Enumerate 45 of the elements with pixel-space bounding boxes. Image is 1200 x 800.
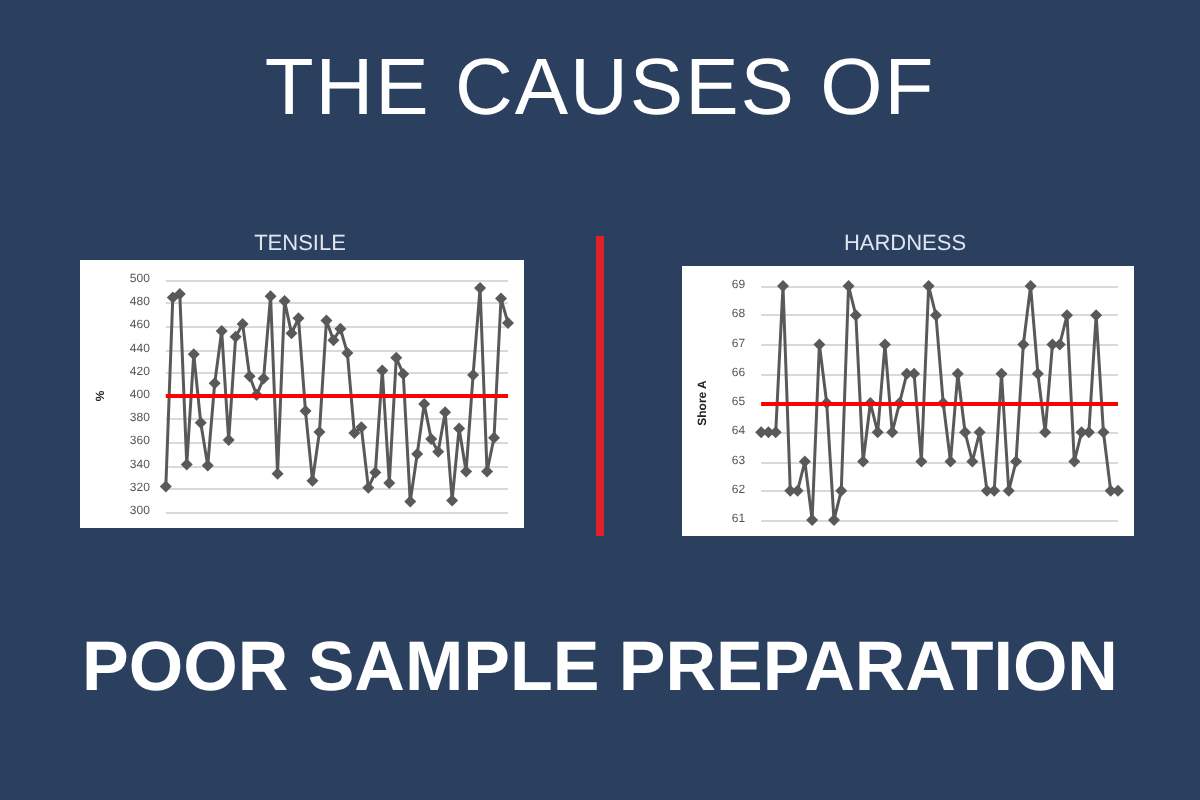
point [327,334,340,347]
point [425,432,438,445]
point [222,434,235,447]
point [229,330,242,343]
point [886,426,899,439]
point [1031,367,1044,380]
point [922,280,935,292]
point [285,327,298,340]
point [278,294,291,307]
chart-title: TENSILE [252,232,348,256]
point [777,280,789,292]
point [1017,338,1030,351]
point [871,426,884,439]
point [959,426,972,439]
chart-title: HARDNESS [841,232,969,256]
point [243,370,256,383]
point [1024,280,1037,292]
text: THE CAUSES OF [262,44,938,134]
point [383,477,396,489]
point [208,377,221,390]
point [194,416,207,429]
point [929,309,942,322]
point [159,480,172,493]
point [806,514,819,526]
point [849,309,862,322]
text: POOR SAMPLE PREPARATION [80,628,1120,708]
point [257,372,270,385]
point [827,514,840,526]
point [842,280,855,292]
point [1010,455,1023,468]
point [390,351,403,364]
point [341,347,354,360]
point [411,448,424,460]
point [369,466,382,479]
point [432,445,445,458]
point [299,405,312,418]
point [1097,426,1110,439]
point [313,425,326,438]
point [348,427,361,440]
point [236,318,249,331]
point [397,367,410,380]
point [334,322,347,335]
point [502,316,514,329]
point [173,287,186,300]
point [355,421,368,434]
